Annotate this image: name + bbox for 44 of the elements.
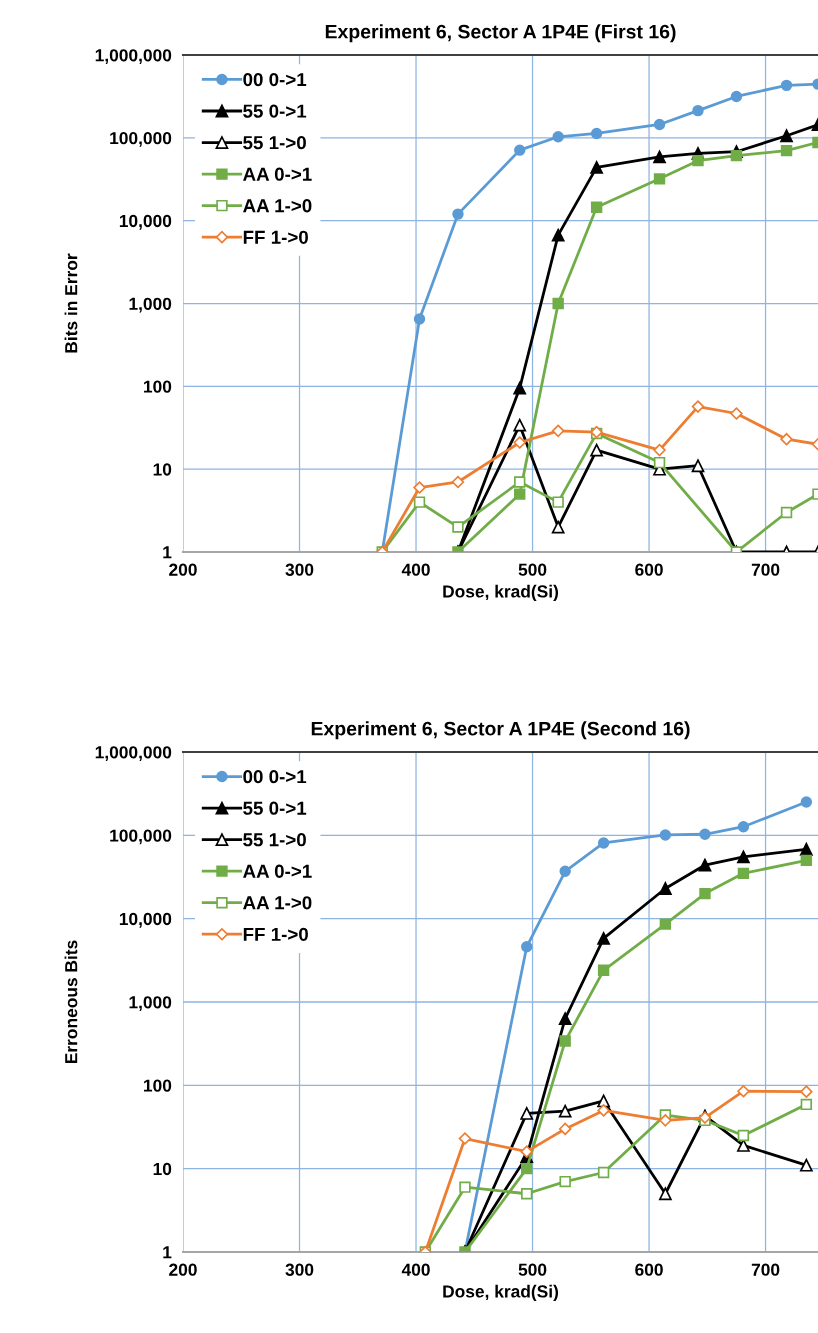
chart-title: Experiment 6, Sector A 1P4E (First 16) xyxy=(325,24,676,43)
legend-label: AA 1->0 xyxy=(243,896,312,910)
y-tick-label: 1 xyxy=(163,546,172,559)
y-tick-label: 100 xyxy=(144,1079,172,1092)
y-tick-label: 10 xyxy=(153,1162,172,1176)
y-axis-title: Bits in Error xyxy=(64,253,78,353)
x-axis-title: Dose, krad(Si) xyxy=(443,1284,559,1302)
x-tick-label: 300 xyxy=(285,563,314,576)
x-tick-label: 600 xyxy=(635,1263,663,1276)
y-tick-label: 1,000 xyxy=(129,297,172,313)
x-tick-label: 500 xyxy=(518,1263,547,1276)
legend-label: 00 0->1 xyxy=(243,72,307,87)
x-tick-label: 500 xyxy=(518,563,547,576)
x-tick-label: 700 xyxy=(751,563,780,576)
y-tick-label: 100 xyxy=(144,380,172,393)
x-tick-label: 700 xyxy=(751,1263,780,1276)
legend-label: FF 1->0 xyxy=(243,230,308,244)
legend-label: AA 0->1 xyxy=(243,864,312,878)
x-tick-label: 200 xyxy=(169,563,197,576)
y-tick-label: 1,000 xyxy=(129,996,172,1011)
x-tick-label: 600 xyxy=(635,563,663,576)
x-tick-label: 400 xyxy=(401,1263,430,1276)
y-tick-label: 10 xyxy=(153,463,172,476)
legend-label: 55 0->1 xyxy=(243,104,307,118)
legend-label: FF 1->0 xyxy=(243,927,308,941)
legend-label: 55 1->0 xyxy=(243,833,306,847)
x-tick-label: 400 xyxy=(401,563,430,576)
legend-label: AA 0->1 xyxy=(243,167,312,181)
y-axis-title: Erroneous Bits xyxy=(64,940,78,1064)
x-axis-title: Dose, krad(Si) xyxy=(443,584,559,602)
legend-label: 55 0->1 xyxy=(243,801,307,815)
x-tick-label: 200 xyxy=(169,1263,197,1276)
y-tick-label: 100,000 xyxy=(110,132,172,147)
y-tick-label: 1 xyxy=(163,1246,172,1259)
y-tick-label: 100,000 xyxy=(110,829,172,845)
chart-title: Experiment 6, Sector A 1P4E (Second 16) xyxy=(311,721,690,740)
legend-label: AA 1->0 xyxy=(243,199,312,213)
y-tick-label: 10,000 xyxy=(119,214,172,230)
x-tick-label: 300 xyxy=(285,1263,314,1276)
legend-label: 55 1->0 xyxy=(243,136,306,150)
legend-label: 00 0->1 xyxy=(243,770,307,784)
y-tick-label: 10,000 xyxy=(119,912,172,928)
y-tick-label: 1,000,000 xyxy=(95,746,172,761)
y-tick-label: 1,000,000 xyxy=(95,49,172,64)
